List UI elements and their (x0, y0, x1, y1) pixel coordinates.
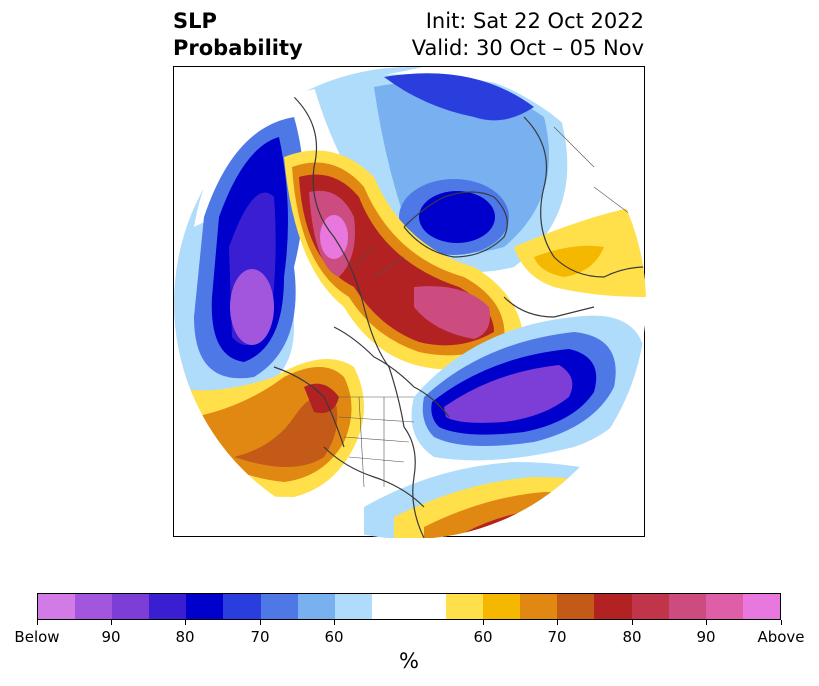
us-high-90 (304, 383, 339, 413)
tick-label: 80 (622, 628, 642, 646)
coastlines (273, 96, 646, 538)
colorbar-segment (38, 594, 76, 619)
colorbar-segment (297, 594, 335, 619)
polar-high-90 (414, 286, 490, 339)
tick-label: Below (14, 628, 60, 646)
colorbar-segment (334, 594, 372, 619)
chart-title: SLP Probability (173, 8, 303, 62)
tick-label: 70 (547, 628, 567, 646)
tick-mark (706, 620, 707, 625)
us-high-80 (234, 394, 338, 467)
title-line-2: Probability (173, 36, 303, 60)
colorbar (37, 593, 781, 620)
tick-mark (37, 620, 38, 625)
tick-label: 80 (175, 628, 195, 646)
colorbar-segment (705, 594, 743, 619)
colorbar-segment (483, 594, 521, 619)
valid-range: Valid: 30 Oct – 05 Nov (411, 36, 644, 60)
title-line-1: SLP (173, 9, 217, 33)
init-valid-info: Init: Sat 22 Oct 2022 Valid: 30 Oct – 05… (412, 8, 644, 62)
colorbar-segment (557, 594, 595, 619)
colorbar-segment (112, 594, 150, 619)
colorbar-segment (742, 594, 780, 619)
tick-label: 60 (324, 628, 344, 646)
tick-mark (781, 620, 782, 625)
init-date: Init: Sat 22 Oct 2022 (425, 9, 644, 33)
tick-mark (260, 620, 261, 625)
colorbar-segment (520, 594, 558, 619)
colorbar-segment (631, 594, 669, 619)
colorbar-segment (446, 594, 484, 619)
colorbar-segment (408, 594, 447, 619)
arctic-low-north (384, 73, 534, 121)
colorbar-units: % (399, 649, 419, 673)
tick-mark (557, 620, 558, 625)
colorbar-segment (223, 594, 261, 619)
colorbar-segment (668, 594, 706, 619)
tick-mark (483, 620, 484, 625)
tick-label: 60 (473, 628, 493, 646)
tick-mark (185, 620, 186, 625)
map-panel (173, 66, 646, 538)
colorbar-segment (75, 594, 113, 619)
probability-map (174, 67, 646, 538)
tick-label: 90 (101, 628, 121, 646)
tick-mark (334, 620, 335, 625)
colorbar-segment (371, 594, 409, 619)
tick-mark (632, 620, 633, 625)
pacific-low-core (230, 269, 274, 345)
colorbar-segment (186, 594, 224, 619)
tick-label: Above (757, 628, 805, 646)
tick-label: 70 (250, 628, 270, 646)
colorbar-segment (260, 594, 298, 619)
atlantic-low-90 (444, 365, 573, 423)
tick-mark (111, 620, 112, 625)
colorbar-segment (594, 594, 632, 619)
tick-label: 90 (696, 628, 716, 646)
colorbar-segment (149, 594, 187, 619)
arctic-low-90 (419, 191, 495, 243)
